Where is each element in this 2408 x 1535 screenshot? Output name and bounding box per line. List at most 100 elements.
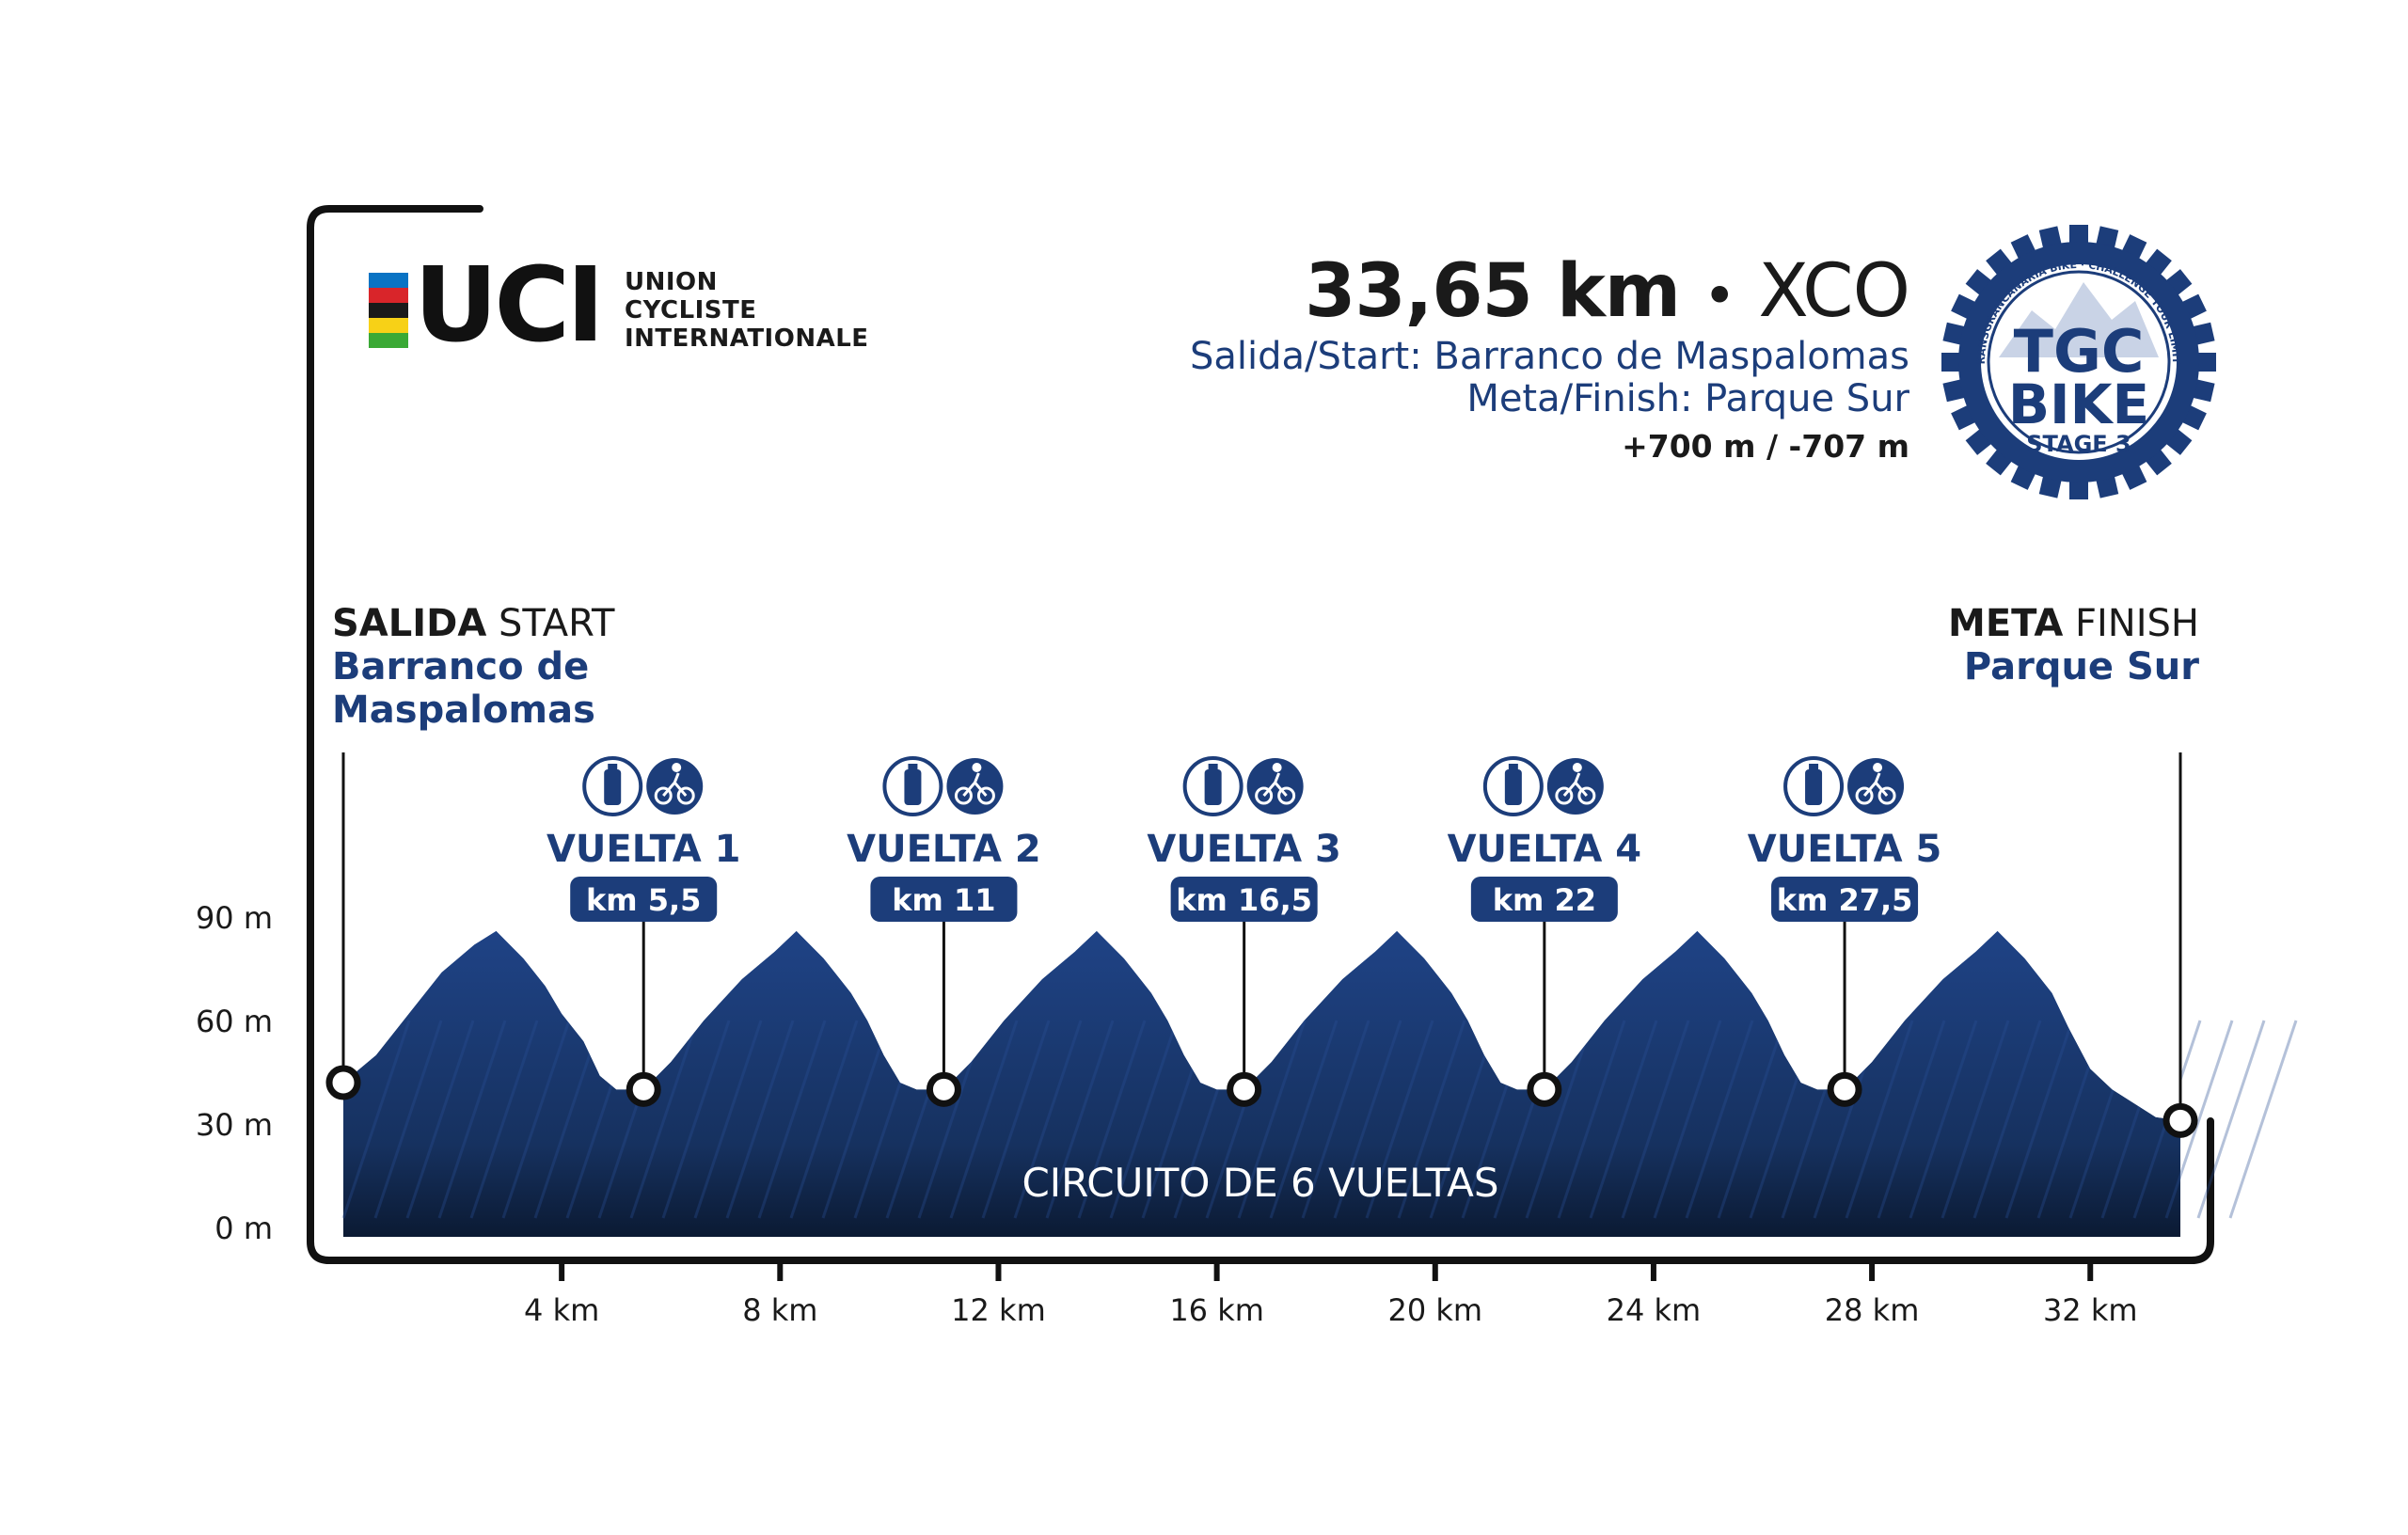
lap-km-badge (570, 877, 718, 922)
bottle-icon-cap (1508, 764, 1518, 771)
profile-texture-line (1045, 1020, 1115, 1219)
lap-point (1227, 1071, 1262, 1107)
bike-icon (1246, 758, 1304, 815)
finish-label-bold: META (1948, 602, 2064, 645)
profile-texture-line (661, 1020, 731, 1219)
profile-texture-line (981, 1020, 1051, 1219)
profile-texture-line (1653, 1020, 1722, 1219)
bike-icon-frame (1262, 772, 1288, 797)
lap-point (1527, 1071, 1562, 1107)
profile-texture-line (1365, 1020, 1434, 1219)
lap-label: VUELTA 4 (1448, 828, 1642, 871)
profile-texture-line (1909, 1020, 1978, 1219)
bike-icon-wheel (1877, 786, 1896, 805)
bottle-icon (1182, 756, 1244, 816)
bike-icon-wheel (676, 786, 695, 805)
gear-tooth (2069, 481, 2088, 499)
profile-texture-line (1109, 1020, 1179, 1219)
event-logo-line1: TGC (2014, 317, 2145, 386)
profile-sky (343, 752, 2180, 1121)
lap-km-badge (1771, 877, 1919, 922)
start-label: SALIDA START Barranco de Maspalomas (332, 602, 614, 732)
bottle-icon (582, 756, 643, 816)
bike-icon-disc (1847, 758, 1905, 815)
profile-texture-line (2164, 1020, 2234, 1219)
bike-icon-rider (1572, 763, 1582, 772)
profile-texture-line (1301, 1020, 1370, 1219)
start-info: Salida/Start: Barranco de Maspalomas (1190, 335, 1909, 378)
chart-frame (307, 205, 2214, 1264)
y-tick-label: 60 m (196, 1004, 273, 1039)
uci-stripe (369, 273, 408, 288)
bike-icon-frame (1862, 772, 1889, 797)
gear-tooth (1942, 322, 1966, 345)
profile-texture-line (1333, 1020, 1402, 1219)
profile-texture-line (1013, 1020, 1083, 1219)
elevation-gain: +700 m / -707 m (1622, 428, 1909, 465)
bottle-icon (1482, 756, 1544, 816)
gear-tooth (2192, 322, 2215, 345)
x-tick-label: 20 km (1387, 1292, 1482, 1328)
lap-point (1827, 1071, 1862, 1107)
bike-icon-wheel (1555, 786, 1574, 805)
bike-icon (646, 758, 704, 815)
bike-icon-rider (972, 763, 982, 772)
bottle-icon-cap (908, 764, 918, 771)
event-logo-line3: STAGE 3 (2026, 431, 2131, 457)
x-tick-label: 32 km (2043, 1292, 2138, 1328)
bike-icon (946, 758, 1004, 815)
race-type: XCO (1758, 249, 1910, 334)
bike-icon (1546, 758, 1604, 815)
profile-texture-line (1237, 1020, 1307, 1219)
uci-logo: UCI (369, 245, 605, 365)
lap-km-badge (870, 877, 1018, 922)
start-label-normal: START (499, 602, 615, 645)
profile-texture-line (789, 1020, 859, 1219)
profile-texture-line (1077, 1020, 1147, 1219)
uci-stripe (369, 318, 408, 333)
y-tick-label: 0 m (214, 1211, 273, 1246)
start-label-bold: SALIDA (332, 602, 487, 645)
lap-km-label: km 22 (1493, 882, 1596, 918)
profile-texture-line (1877, 1020, 1946, 1219)
bottle-icon (882, 756, 943, 816)
bottle-icon-cap (1809, 764, 1819, 771)
bike-icon-rider (1272, 763, 1282, 772)
bike-icon-rider (672, 763, 682, 772)
finish-info: Meta/Finish: Parque Sur (1466, 377, 1909, 420)
bottle-icon-body (1204, 769, 1222, 805)
bike-icon-disc (1246, 758, 1304, 815)
start-place-1: Barranco de (332, 645, 590, 688)
bike-icon-frame (662, 772, 688, 797)
x-tick-label: 16 km (1169, 1292, 1264, 1328)
profile-texture-line (1621, 1020, 1690, 1219)
bike-icon-wheel (654, 786, 673, 805)
profile-texture-line (2228, 1020, 2298, 1219)
finish-label: META FINISH Parque Sur (1948, 602, 2199, 688)
x-tick-label: 28 km (1825, 1292, 1920, 1328)
gear-tooth (1942, 379, 1966, 403)
x-tick-label: 12 km (951, 1292, 1046, 1328)
profile-texture-line (1717, 1020, 1786, 1219)
uci-stripe (369, 288, 408, 303)
uci-letters: UCI (414, 245, 601, 365)
profile-texture-line (1397, 1020, 1466, 1219)
y-tick-label: 30 m (196, 1107, 273, 1143)
lap-km-label: km 27,5 (1777, 882, 1913, 918)
profile-texture-line (2196, 1020, 2266, 1219)
bottle-icon-body (904, 769, 922, 805)
bike-icon-wheel (1255, 786, 1274, 805)
lap-point (926, 1071, 961, 1107)
start-place-2: Maspalomas (332, 688, 595, 732)
profile-texture-line (757, 1020, 827, 1219)
profile-texture-line (437, 1020, 507, 1219)
bike-icon-wheel (976, 786, 995, 805)
x-tick-label: 4 km (524, 1292, 599, 1328)
finish-point (2162, 1102, 2198, 1138)
gear-tooth (2038, 475, 2062, 498)
bike-icon-frame (962, 772, 988, 797)
lap-label: VUELTA 1 (547, 828, 741, 871)
lap-km-label: km 16,5 (1176, 882, 1312, 918)
uci-wordmark: UNION CYCLISTE INTERNATIONALE (625, 268, 869, 353)
gear-tooth (2192, 379, 2215, 403)
